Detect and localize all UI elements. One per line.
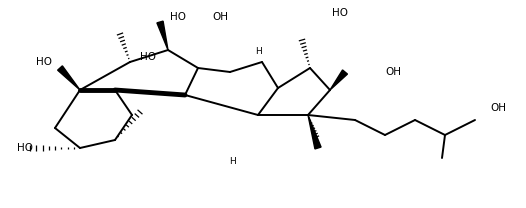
Text: HO: HO — [36, 57, 52, 67]
Polygon shape — [308, 115, 321, 149]
Text: OH: OH — [385, 67, 401, 77]
Polygon shape — [58, 66, 80, 90]
Text: H: H — [255, 47, 261, 57]
Polygon shape — [157, 21, 168, 50]
Text: HO: HO — [170, 12, 186, 22]
Text: OH: OH — [490, 103, 506, 113]
Text: OH: OH — [212, 12, 228, 22]
Text: HO: HO — [332, 8, 348, 18]
Polygon shape — [330, 70, 348, 90]
Text: H: H — [229, 157, 235, 166]
Text: HO: HO — [17, 143, 33, 153]
Text: HO: HO — [140, 52, 156, 62]
